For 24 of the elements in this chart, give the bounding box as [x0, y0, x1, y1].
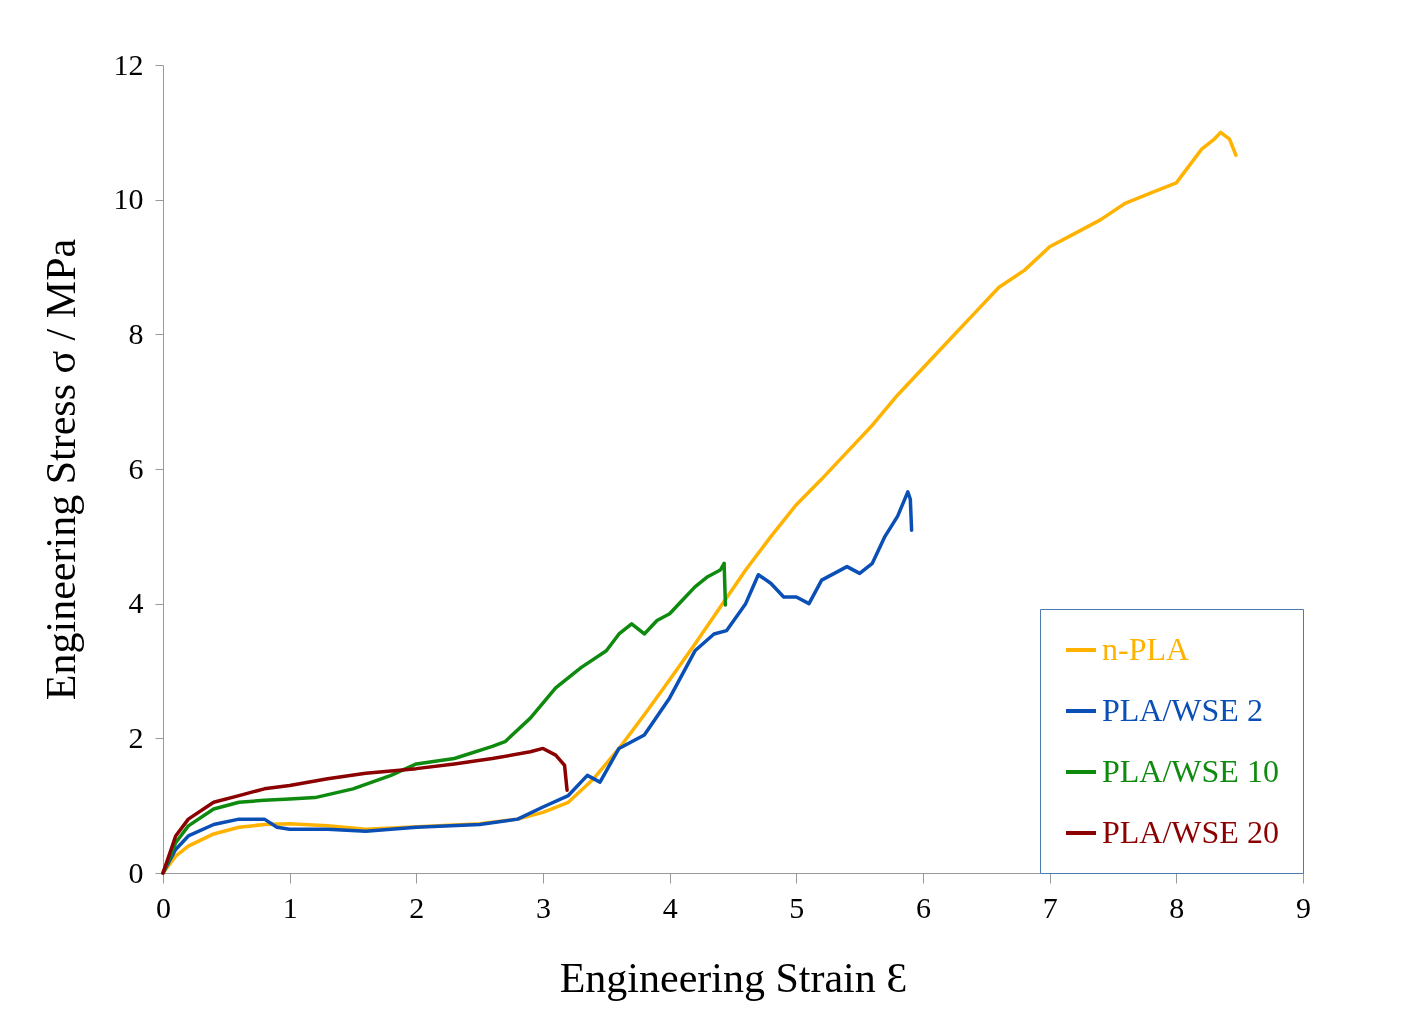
legend-label: n-PLA — [1102, 631, 1190, 667]
legend-label: PLA/WSE 2 — [1102, 692, 1263, 728]
x-tick-label: 3 — [536, 890, 551, 924]
y-tick-label: 8 — [128, 316, 144, 350]
y-axis-title: Engineering Stress σ / MPa — [37, 238, 84, 701]
y-tick-label: 4 — [128, 586, 144, 620]
x-tick-label: 1 — [282, 890, 298, 924]
x-tick-label: 6 — [916, 890, 931, 924]
x-tick-label: 8 — [1169, 890, 1185, 924]
x-axis-title: Engineering Strain Ɛ — [559, 954, 908, 1001]
line-series — [161, 746, 569, 875]
y-tick-label: 6 — [128, 451, 144, 485]
x-tick-label: 7 — [1042, 890, 1058, 924]
x-tick-label: 5 — [789, 890, 805, 924]
x-tick-label: 2 — [409, 890, 425, 924]
y-tick-label: 2 — [128, 720, 144, 754]
y-tick-label: 0 — [128, 855, 144, 889]
y-tick-label: 10 — [113, 182, 144, 216]
legend-label: PLA/WSE 10 — [1102, 753, 1279, 789]
legend-label: PLA/WSE 20 — [1102, 814, 1279, 850]
x-tick-label: 9 — [1296, 890, 1311, 924]
x-tick-label: 4 — [662, 890, 678, 924]
y-tick-label: 12 — [113, 47, 144, 81]
x-tick-label: 0 — [156, 890, 171, 924]
